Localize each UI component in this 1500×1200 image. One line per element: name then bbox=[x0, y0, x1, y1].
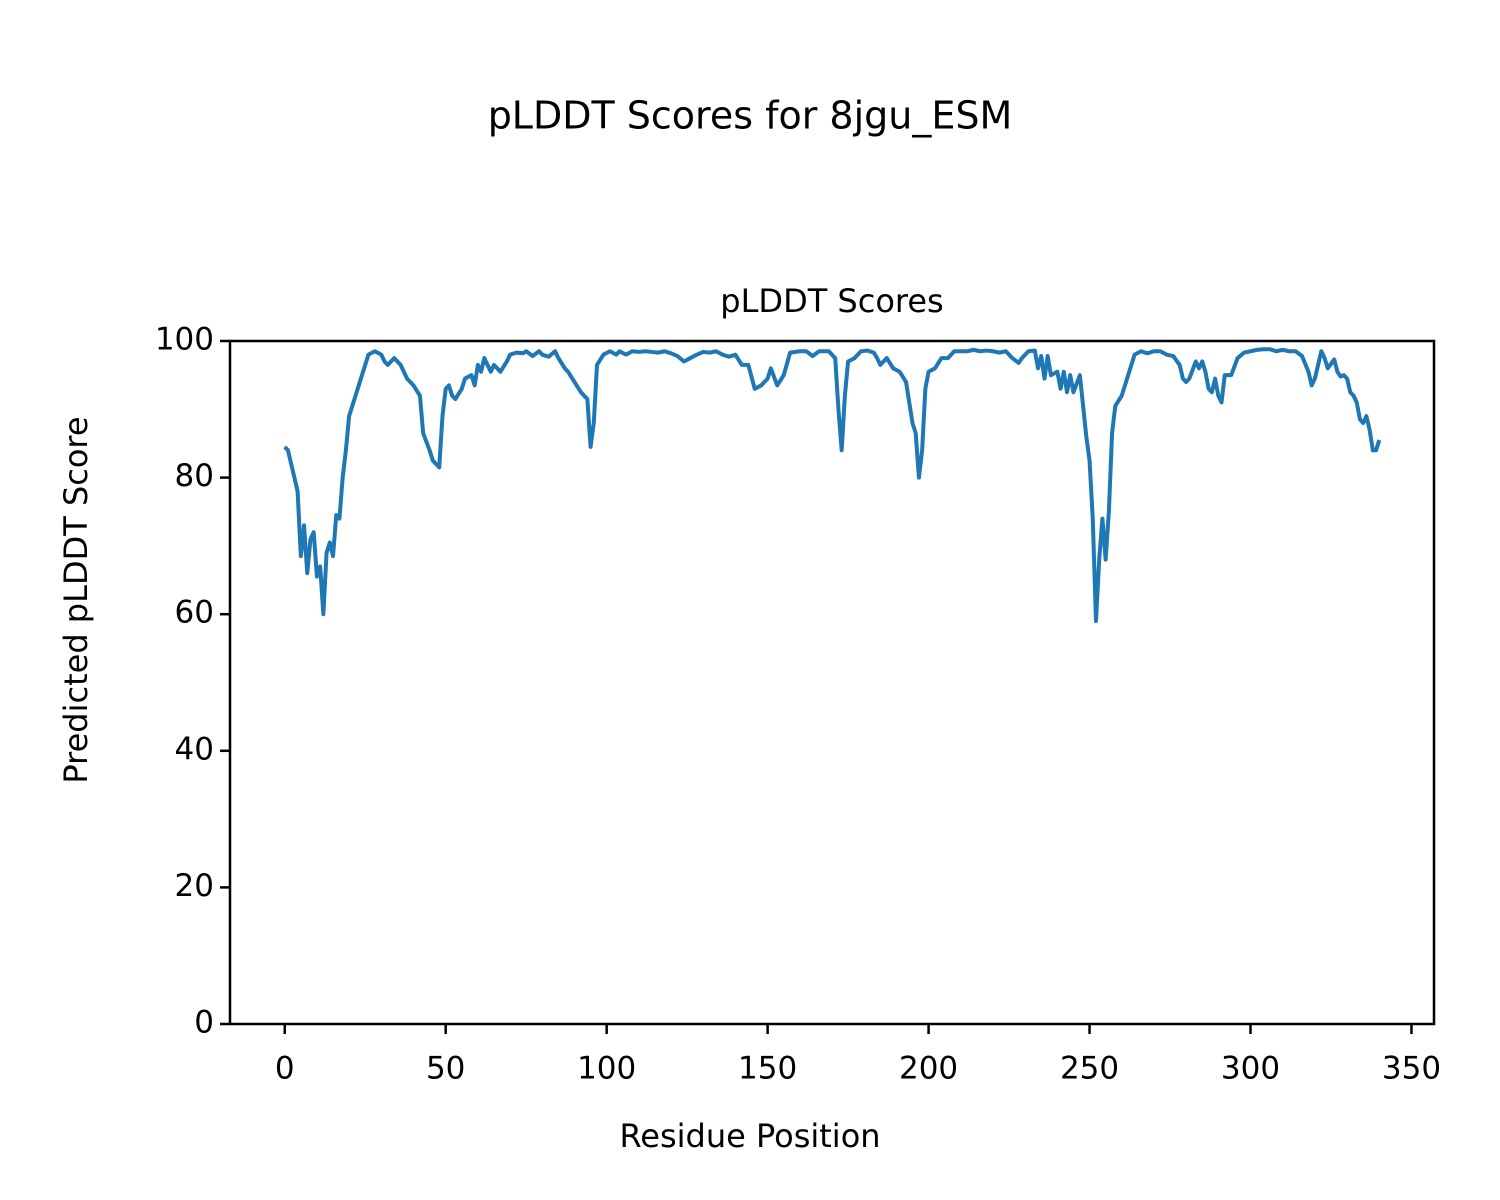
y-axis-label: Predicted pLDDT Score bbox=[57, 416, 95, 783]
x-tick-label: 200 bbox=[899, 1051, 958, 1087]
x-tick-label: 250 bbox=[1060, 1051, 1119, 1087]
x-tick-label: 300 bbox=[1221, 1051, 1280, 1087]
x-tick-label: 50 bbox=[426, 1051, 465, 1087]
y-tick-label: 40 bbox=[175, 731, 214, 767]
y-tick-label: 60 bbox=[175, 595, 214, 631]
x-axis-label: Residue Position bbox=[619, 1117, 880, 1155]
x-tick-label: 100 bbox=[577, 1051, 636, 1087]
x-tick-label: 0 bbox=[275, 1051, 295, 1087]
y-tick-label: 80 bbox=[175, 458, 214, 494]
axes-frame bbox=[228, 339, 1436, 1026]
chart-suptitle: pLDDT Scores for 8jgu_ESM bbox=[488, 94, 1013, 138]
x-tick-label: 350 bbox=[1382, 1051, 1441, 1087]
chart-title: pLDDT Scores bbox=[720, 282, 943, 320]
y-tick-label: 20 bbox=[175, 868, 214, 904]
x-tick-label: 150 bbox=[738, 1051, 797, 1087]
y-tick-label: 0 bbox=[194, 1005, 214, 1041]
data-line bbox=[283, 347, 1382, 624]
y-tick-label: 100 bbox=[155, 322, 214, 358]
